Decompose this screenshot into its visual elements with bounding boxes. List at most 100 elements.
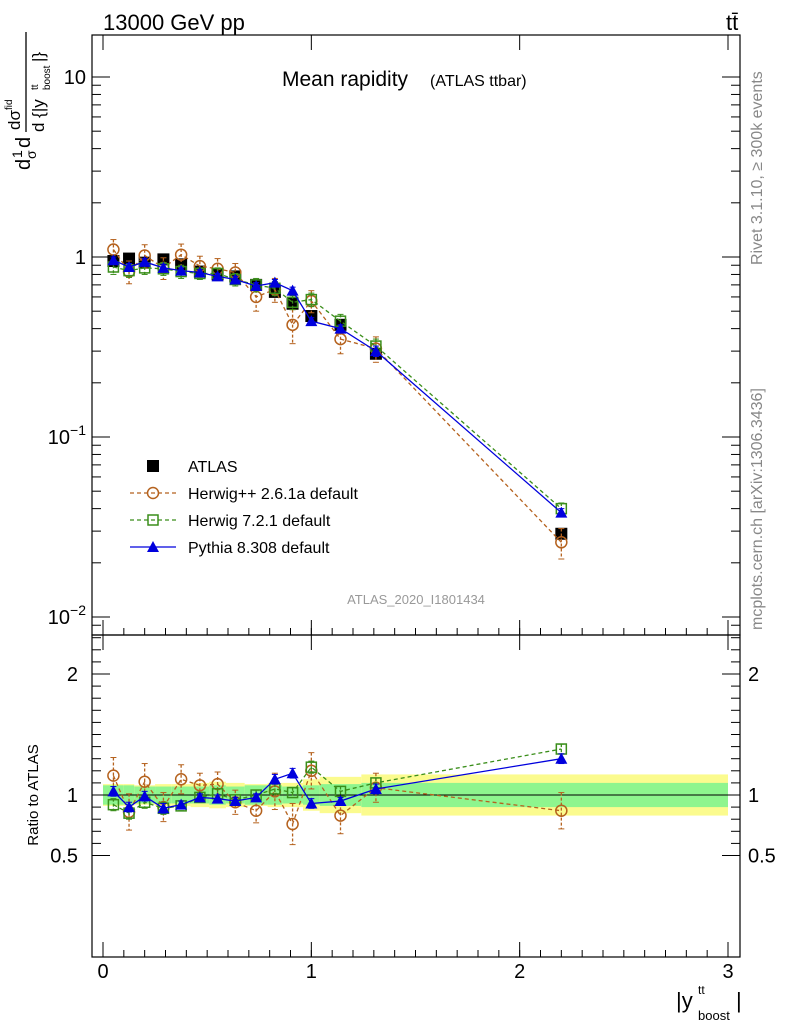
main-ylabel-tt: tt [30, 84, 41, 90]
main-pythia-8-308-default-line [113, 259, 562, 514]
x-label-main: |y [676, 988, 693, 1013]
x-label-boost: boost [698, 1008, 730, 1023]
main-pythia-8-308-default-point [175, 264, 188, 276]
main-pythia-8-308-default-point [123, 260, 136, 272]
main-pythia-8-308-default-point [211, 270, 224, 282]
x-label-close: | [736, 988, 742, 1013]
ratio-ytick-label-right: 1 [748, 785, 759, 807]
ratio-pythia-8-308-default-point [268, 773, 281, 785]
mcplots-label: mcplots.cern.ch [arXiv:1306.3436] [749, 388, 766, 630]
main-herwig-7-2-1-default-point [286, 296, 299, 309]
x-tick-label: 3 [722, 961, 733, 983]
main-pythia-8-308-default-point [107, 254, 120, 266]
ratio-pythia-8-308-default-point [138, 790, 151, 802]
main-ytick-label: 10 [64, 67, 86, 89]
ratio-marks [107, 743, 568, 846]
ratio-herwig-2-6-1a-default-point [334, 809, 347, 822]
ratio-pythia-8-308-default-point [286, 767, 299, 779]
main-ylabel: d 1 σ d dσ fid d {|y tt boost |} [4, 32, 53, 170]
ratio-panel: 0 1 2 3 0.5 0.5 1 1 2 2 Ratio to ATLAS [25, 634, 776, 983]
ratio-herwig-7-2-1-default-line [113, 748, 562, 814]
ratio-pythia-8-308-default-point [555, 752, 568, 764]
main-subtitle: (ATLAS ttbar) [430, 73, 527, 90]
ratio-bands [92, 774, 740, 816]
ratio-pythia-8-308-default-point [107, 785, 120, 797]
ratio-herwig-7-2-1-default-point [107, 798, 120, 811]
ratio-ytick-label-right: 2 [748, 664, 759, 686]
ratio-ytick-label: 0.5 [50, 846, 78, 868]
energy-label: 13000 GeV pp [103, 10, 245, 35]
ratio-pythia-8-308-default-point [334, 795, 347, 807]
ratio-pythia-8-308-default-point [250, 791, 263, 803]
legend-label: ATLAS [188, 459, 238, 476]
ratio-ytick-label: 2 [67, 664, 78, 686]
ratio-pythia-8-308-default-point [229, 795, 242, 807]
main-herwig-2-6-1a-default-point [286, 318, 299, 332]
ratio-herwig-2-6-1a-default-point [138, 775, 151, 788]
ratio-herwig-2-6-1a-default-point [555, 804, 568, 817]
process-label: tt̄ [726, 10, 738, 35]
x-tick-label: 1 [306, 961, 317, 983]
ratio-herwig-2-6-1a-default-point [174, 773, 188, 786]
legend-marker [147, 541, 159, 552]
ratio-ytick-label-right: 0.5 [748, 846, 776, 868]
legend: ATLAS Herwig++ 2.6.1a default Herwig 7.2.1… [130, 459, 358, 557]
main-herwig-2-6-1a-default-point [555, 536, 568, 549]
ratio-pythia-8-308-default-point [369, 782, 382, 794]
x-tick-label: 0 [97, 961, 108, 983]
ratio-pythia-8-308-default-point [157, 802, 170, 814]
main-title: Mean rapidity [282, 68, 409, 91]
ratio-axes: 0 1 2 3 0.5 0.5 1 1 2 2 [50, 635, 776, 983]
main-ylabel-close: |} [29, 52, 48, 62]
main-ylabel-sigma: σ [23, 150, 39, 159]
ratio-herwig-7-2-1-default-point [286, 786, 299, 799]
main-panel: Mean rapidity (ATLAS ttbar) ATLAS_2020_I… [48, 34, 741, 636]
x-label-tt: tt [698, 983, 705, 997]
ratio-herwig-2-6-1a-default-point [286, 817, 299, 831]
main-ytick-label: 10−1 [48, 422, 86, 449]
main-pythia-8-308-default-point [555, 506, 568, 518]
main-herwig-2-6-1a-default-point [174, 248, 188, 261]
main-ylabel-den: d {|y [29, 99, 48, 132]
main-ytick-label: 1 [75, 247, 86, 269]
ratio-herwig-2-6-1a-default-point [193, 779, 207, 792]
legend-marker [146, 486, 160, 500]
ratio-ytick-label: 1 [67, 785, 78, 807]
main-pythia-8-308-default-point [305, 315, 318, 327]
x-tick-label: 2 [514, 961, 525, 983]
main-herwig-2-6-1a-default-line [112, 249, 562, 543]
main-pythia-8-308-default-point [268, 276, 281, 288]
main-pythia-8-308-default-point [334, 322, 347, 334]
ratio-pythia-8-308-default-point [305, 797, 318, 809]
ratio-herwig-2-6-1a-default-line [112, 769, 562, 826]
x-axis-label: |y tt boost | [676, 983, 742, 1023]
ratio-herwig-7-2-1-default-point [305, 761, 318, 773]
main-ylabel-text: d [13, 159, 35, 170]
main-pythia-8-308-default-point [138, 255, 151, 267]
main-ylabel-d: d [13, 137, 35, 148]
main-herwig-7-2-1-default-line [113, 266, 562, 510]
legend-marker [147, 460, 159, 472]
ratio-herwig-2-6-1a-default-point [249, 804, 263, 817]
main-ylabel-fid: fid [4, 99, 15, 110]
watermark: ATLAS_2020_I1801434 [347, 592, 485, 607]
ratio-pythia-8-308-default-point [193, 791, 206, 803]
ratio-pythia-8-308-default-point [175, 798, 188, 810]
main-marks [107, 239, 568, 560]
ratio-pythia-8-308-default-point [123, 801, 136, 813]
main-ytick-label: 10−2 [48, 602, 86, 629]
ratio-ylabel: Ratio to ATLAS [25, 744, 42, 845]
main-pythia-8-308-default-point [157, 261, 170, 273]
legend-marker [147, 514, 159, 526]
legend-label: Pythia 8.308 default [188, 540, 330, 557]
rivet-label: Rivet 3.1.10, ≥ 300k events [749, 71, 766, 265]
main-axes: 10 1 10−1 10−2 [48, 35, 740, 635]
main-ylabel-num: dσ [5, 110, 24, 130]
main-ylabel-frac: 1 [9, 150, 25, 158]
legend-label: Herwig 7.2.1 default [188, 513, 331, 530]
ratio-herwig-2-6-1a-default-point [107, 769, 120, 782]
main-herwig-7-2-1-default-point [305, 293, 318, 306]
main-pythia-8-308-default-point [250, 280, 263, 292]
main-pythia-8-308-default-point [229, 273, 242, 285]
